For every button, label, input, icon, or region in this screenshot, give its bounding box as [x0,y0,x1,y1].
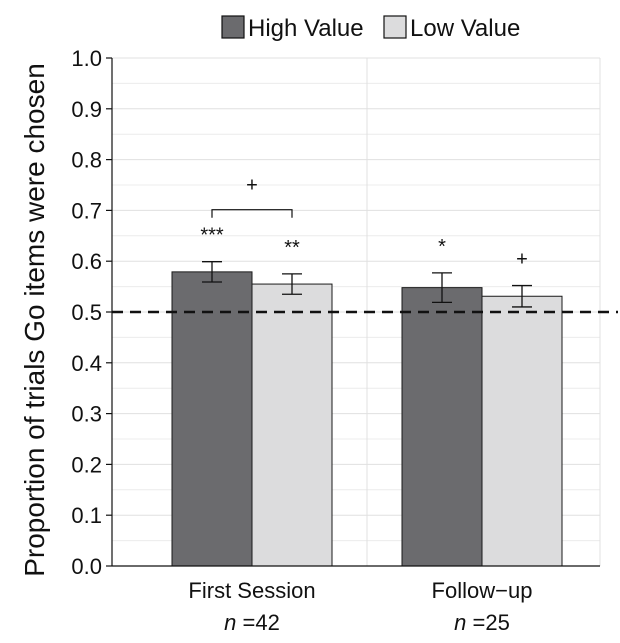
sample-size-label: n =42 [224,610,280,635]
sample-size-value: 42 [255,610,279,635]
y-tick-label: 0.4 [71,351,102,376]
significance-markers: ******++ [200,175,528,271]
bar-low-value [481,295,563,567]
y-tick-label: 0.0 [71,554,102,579]
sample-size-var: n [454,610,466,635]
comparison-marker: + [246,175,258,197]
legend-swatch [383,15,407,39]
y-tick-label: 0.5 [71,300,102,325]
legend: High Value Low Value [221,15,520,42]
sample-size-label: n =25 [454,610,510,635]
y-tick-label: 0.8 [71,148,102,173]
legend-swatch [221,15,245,39]
significance-marker: ** [284,237,300,259]
legend-item: Low Value [383,15,520,42]
y-axis-label: Proportion of trials Go items were chose… [19,63,50,577]
significance-marker: + [516,249,528,271]
y-tick-label: 1.0 [71,46,102,71]
y-tick-label: 0.9 [71,97,102,122]
y-tick-labels: 0.0 0.1 0.2 0.3 0.4 0.5 0.6 0.7 0.8 0.9 1.0 [71,46,102,579]
y-tick-label: 0.7 [71,198,102,223]
y-tick-label: 0.3 [71,402,102,427]
error-bars [202,261,532,308]
legend-label: Low Value [410,15,520,42]
error-bar [202,261,222,283]
error-bar [432,272,452,303]
y-tick-label: 0.1 [71,503,102,528]
bar-high-value [171,271,253,567]
sample-size-value: 25 [485,610,509,635]
sample-size-eq: = [466,610,485,635]
legend-label: High Value [248,15,364,42]
comparison-bracket [211,209,293,218]
bar-high-value [401,287,483,567]
error-bar [512,284,532,308]
sample-size-eq: = [236,610,255,635]
significance-marker: * [438,236,446,258]
y-tick-label: 0.6 [71,249,102,274]
legend-item: High Value [221,15,364,42]
significance-marker: *** [200,225,224,247]
x-tick-label: First Session [188,578,315,603]
sample-size-var: n [224,610,236,635]
y-tick-label: 0.2 [71,452,102,477]
error-bar [282,273,302,295]
axes [106,57,600,567]
x-tick-label: Follow−up [432,578,533,603]
bars [171,271,563,567]
bar-low-value [251,283,333,567]
